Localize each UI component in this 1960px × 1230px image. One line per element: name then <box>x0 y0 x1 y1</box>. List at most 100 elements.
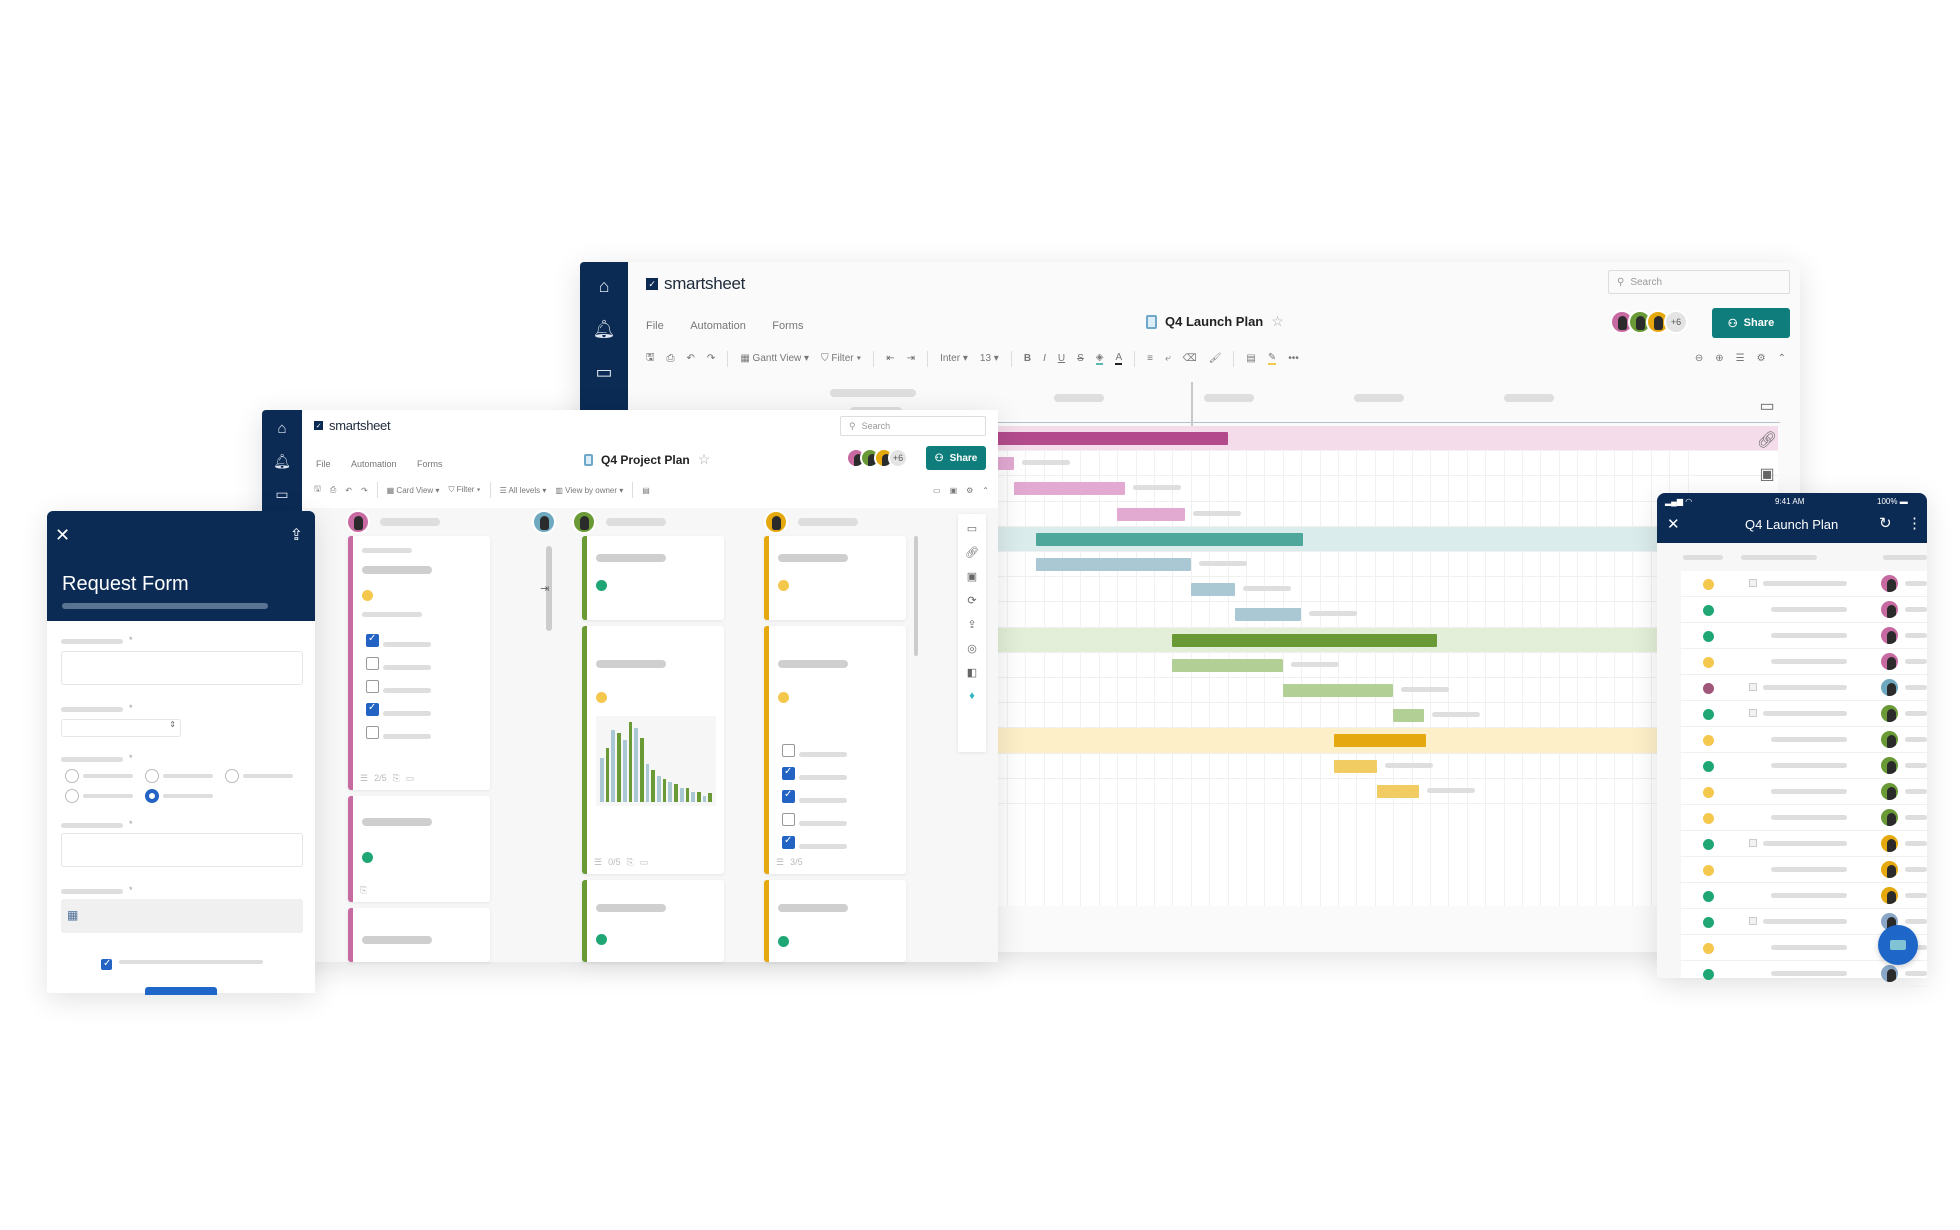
font-size-selector[interactable]: 13 ▾ <box>979 353 999 364</box>
dropdown-field[interactable]: ⇕ <box>61 719 181 737</box>
comment-icon[interactable]: ▭ <box>966 523 978 535</box>
checkbox[interactable] <box>366 657 379 670</box>
text-field[interactable] <box>61 651 303 685</box>
save-icon[interactable]: 🖫 <box>646 352 655 363</box>
card[interactable]: ☰2/5⎘▭ <box>348 536 490 790</box>
proof-icon[interactable]: ▣ <box>1759 466 1775 483</box>
mobile-row[interactable] <box>1681 701 1927 727</box>
submit-button[interactable] <box>145 987 217 995</box>
attachment-icon[interactable]: 🔗︎ <box>965 547 979 559</box>
outdent-icon[interactable]: ⇤ <box>886 353 895 364</box>
radio-option[interactable] <box>145 769 159 783</box>
date-field[interactable]: ▦ <box>61 899 303 933</box>
menu-automation[interactable]: Automation <box>690 320 746 332</box>
mobile-row[interactable] <box>1681 753 1927 779</box>
gantt-task-bar[interactable] <box>1282 684 1394 697</box>
close-icon[interactable]: ✕ <box>55 525 71 545</box>
more-vertical-icon[interactable]: ⋮ <box>1907 515 1922 532</box>
format-painter-icon[interactable]: 🖌︎ <box>1208 353 1222 364</box>
mobile-row[interactable] <box>1681 727 1927 753</box>
search-input[interactable]: ⚲ Search <box>840 416 986 436</box>
view-selector[interactable]: ▦ Card View ▾ <box>386 485 440 495</box>
mobile-row[interactable] <box>1681 805 1927 831</box>
share-button[interactable]: ⚇ Share <box>926 446 986 470</box>
card-layout-icon[interactable]: ▤ <box>642 485 650 495</box>
menu-automation[interactable]: Automation <box>350 459 397 469</box>
more-icon[interactable]: ••• <box>1288 353 1299 364</box>
expand-icon[interactable] <box>1749 683 1757 691</box>
zoom-out-icon[interactable]: ⊖ <box>1694 353 1704 364</box>
attachment-icon[interactable]: 🔗︎ <box>1756 432 1778 449</box>
card[interactable]: ⎘ <box>348 796 490 902</box>
share-out-icon[interactable]: ⇪ <box>289 527 303 544</box>
save-icon[interactable]: 🖫 <box>314 484 321 493</box>
clear-format-icon[interactable]: ⌫ <box>1182 353 1197 364</box>
gantt-summary-bar[interactable] <box>1334 734 1427 748</box>
menu-file[interactable]: File <box>646 320 664 332</box>
levels-icon[interactable]: ☰ <box>1735 353 1745 364</box>
checkbox[interactable] <box>366 680 379 693</box>
bell-icon[interactable]: 🔔︎ <box>592 319 616 339</box>
expand-icon[interactable] <box>1749 839 1757 847</box>
gantt-task-bar[interactable] <box>1234 608 1302 622</box>
menu-file[interactable]: File <box>316 459 331 469</box>
radio-option-selected[interactable] <box>145 789 159 803</box>
fill-color-icon[interactable]: ◈ <box>1095 352 1104 365</box>
mobile-row[interactable] <box>1681 571 1927 597</box>
checkbox[interactable] <box>782 789 795 803</box>
menu-forms[interactable]: Forms <box>772 320 804 332</box>
card[interactable]: ☰ 0/5 ⎘ ▭ <box>582 626 724 874</box>
collaborator-avatars[interactable]: +6 <box>846 448 908 468</box>
view-selector[interactable]: ▦ Gantt View ▾ <box>740 353 810 364</box>
gantt-task-bar[interactable] <box>1036 558 1191 571</box>
radio-option[interactable] <box>65 789 79 803</box>
folder-icon[interactable]: ▭ <box>595 362 613 382</box>
refresh-icon[interactable]: ↻ <box>1879 515 1892 532</box>
expand-icon[interactable]: ▣ <box>949 485 958 495</box>
mobile-row[interactable] <box>1681 961 1927 987</box>
mobile-row[interactable] <box>1681 883 1927 909</box>
zoom-in-icon[interactable]: ⊕ <box>1715 353 1724 364</box>
compact-icon[interactable]: ▭ <box>933 485 941 495</box>
mobile-row[interactable] <box>1681 649 1927 675</box>
fab-button[interactable] <box>1878 925 1918 965</box>
checkbox[interactable] <box>782 744 795 757</box>
font-selector[interactable]: Inter ▾ <box>940 353 968 364</box>
gantt-summary-bar[interactable] <box>970 432 1228 445</box>
bell-icon[interactable]: 🔔︎ <box>273 453 291 469</box>
close-icon[interactable]: ✕ <box>1667 516 1680 533</box>
lightbulb-icon[interactable]: ♦ <box>969 690 975 702</box>
collapsed-lane-scrollbar[interactable] <box>546 546 552 631</box>
gantt-task-bar[interactable] <box>1393 709 1425 723</box>
filter-button[interactable]: ⛉ Filter ▾ <box>821 353 862 364</box>
card[interactable] <box>348 908 490 962</box>
mobile-row[interactable] <box>1681 857 1927 883</box>
align-icon[interactable]: ≡ <box>1147 353 1153 364</box>
confirmation-checkbox[interactable] <box>101 958 112 970</box>
card[interactable]: ☰3/5 <box>764 626 906 874</box>
home-icon[interactable]: ⌂ <box>277 420 287 437</box>
card[interactable] <box>582 536 724 620</box>
levels-selector[interactable]: ☰ All levels ▾ <box>499 485 547 495</box>
proof-icon[interactable]: ▣ <box>966 571 978 583</box>
mobile-row[interactable] <box>1681 831 1927 857</box>
search-input[interactable]: ⚲ Search <box>1608 270 1790 294</box>
highlight-icon[interactable]: ✎ <box>1267 352 1277 365</box>
expand-icon[interactable] <box>1749 709 1757 717</box>
gantt-task-bar[interactable] <box>1190 583 1235 597</box>
gantt-task-bar[interactable] <box>1172 658 1283 672</box>
text-color-icon[interactable]: A <box>1115 352 1123 365</box>
folder-icon[interactable]: ▭ <box>275 486 289 502</box>
redo-icon[interactable]: ↷ <box>706 353 716 364</box>
indent-icon[interactable]: ⇥ <box>906 353 916 364</box>
gantt-task-bar[interactable] <box>1117 507 1186 521</box>
undo-icon[interactable]: ↶ <box>345 485 352 495</box>
checkbox[interactable] <box>782 835 795 849</box>
collapse-icon[interactable]: ⌃ <box>982 485 989 495</box>
collaborator-avatars[interactable]: +6 <box>1610 310 1688 334</box>
comment-icon[interactable]: ▭ <box>1759 398 1775 415</box>
wrap-icon[interactable]: ⤶ <box>1164 353 1171 364</box>
expand-icon[interactable] <box>1749 917 1757 925</box>
radio-option[interactable] <box>225 769 239 783</box>
italic-icon[interactable]: I <box>1043 353 1046 364</box>
